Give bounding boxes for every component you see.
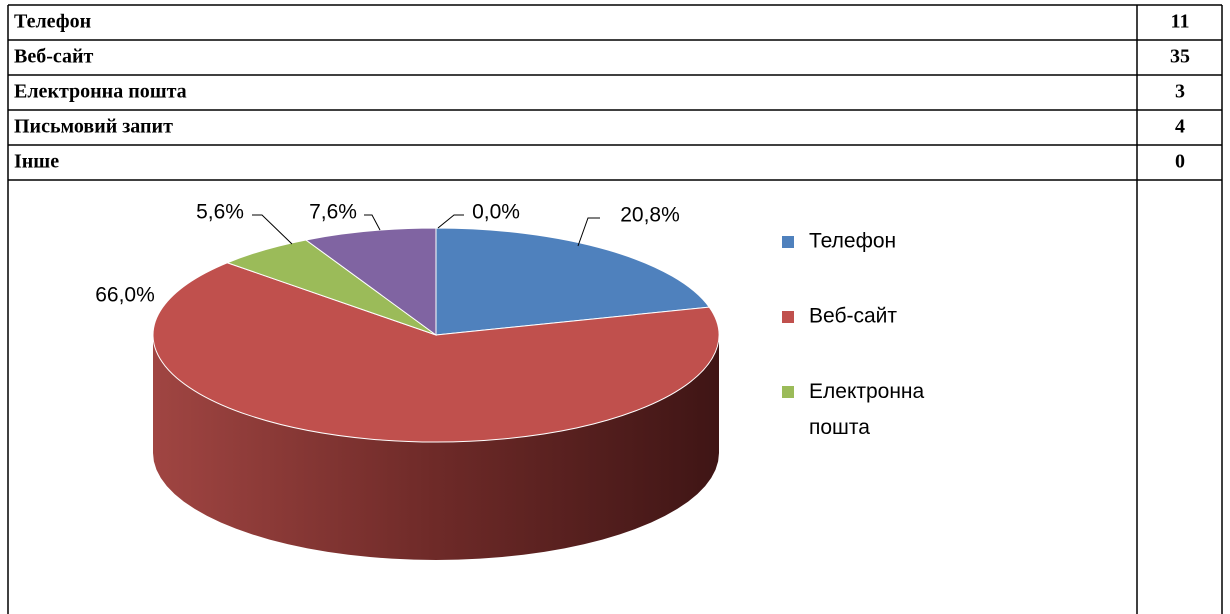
row-label: Веб-сайт [14, 46, 94, 68]
legend-swatch [782, 386, 794, 398]
row-label: Письмовий запит [14, 116, 173, 138]
row-value: 35 [1170, 46, 1190, 68]
table-borders [7, 4, 1223, 614]
row-value: 0 [1175, 151, 1185, 173]
slice [435, 227, 711, 336]
legend-label: Веб-сайт [809, 305, 897, 328]
slice [304, 227, 437, 336]
row-label: Інше [14, 151, 59, 173]
legend-swatch [782, 311, 794, 323]
data-label: 7,6% [309, 201, 357, 224]
legend-label: Телефон [809, 230, 896, 253]
legend-label: Електронна пошта [809, 380, 930, 439]
slice-side [153, 335, 719, 560]
data-label: 66,0% [95, 284, 155, 307]
row-value: 4 [1175, 116, 1185, 138]
row-label: Телефон [14, 11, 91, 33]
data-label: 5,6% [196, 201, 244, 224]
row-value: 3 [1175, 81, 1185, 103]
row-value: 11 [1171, 11, 1190, 33]
data-label: 0,0% [472, 201, 520, 224]
legend-swatch [782, 236, 794, 248]
slice [152, 262, 720, 443]
row-label: Електронна пошта [14, 81, 187, 103]
leader-lines [252, 214, 600, 247]
data-label: 20,8% [620, 204, 680, 227]
